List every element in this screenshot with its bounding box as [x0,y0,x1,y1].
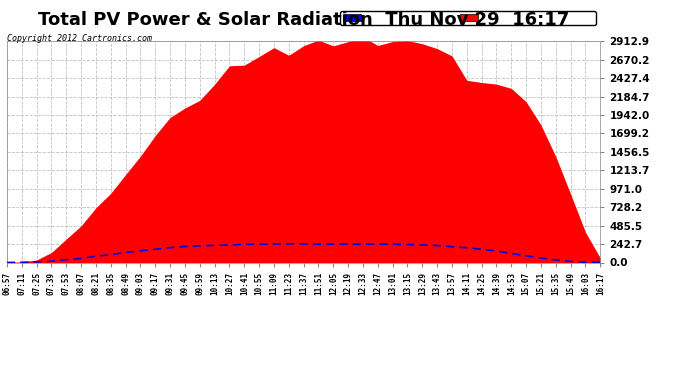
Text: Total PV Power & Solar Radiation  Thu Nov 29  16:17: Total PV Power & Solar Radiation Thu Nov… [38,11,569,29]
Text: Copyright 2012 Cartronics.com: Copyright 2012 Cartronics.com [7,34,152,43]
Legend: Radiation  (W/m2), PV Panels  (DC Watts): Radiation (W/m2), PV Panels (DC Watts) [340,12,595,25]
